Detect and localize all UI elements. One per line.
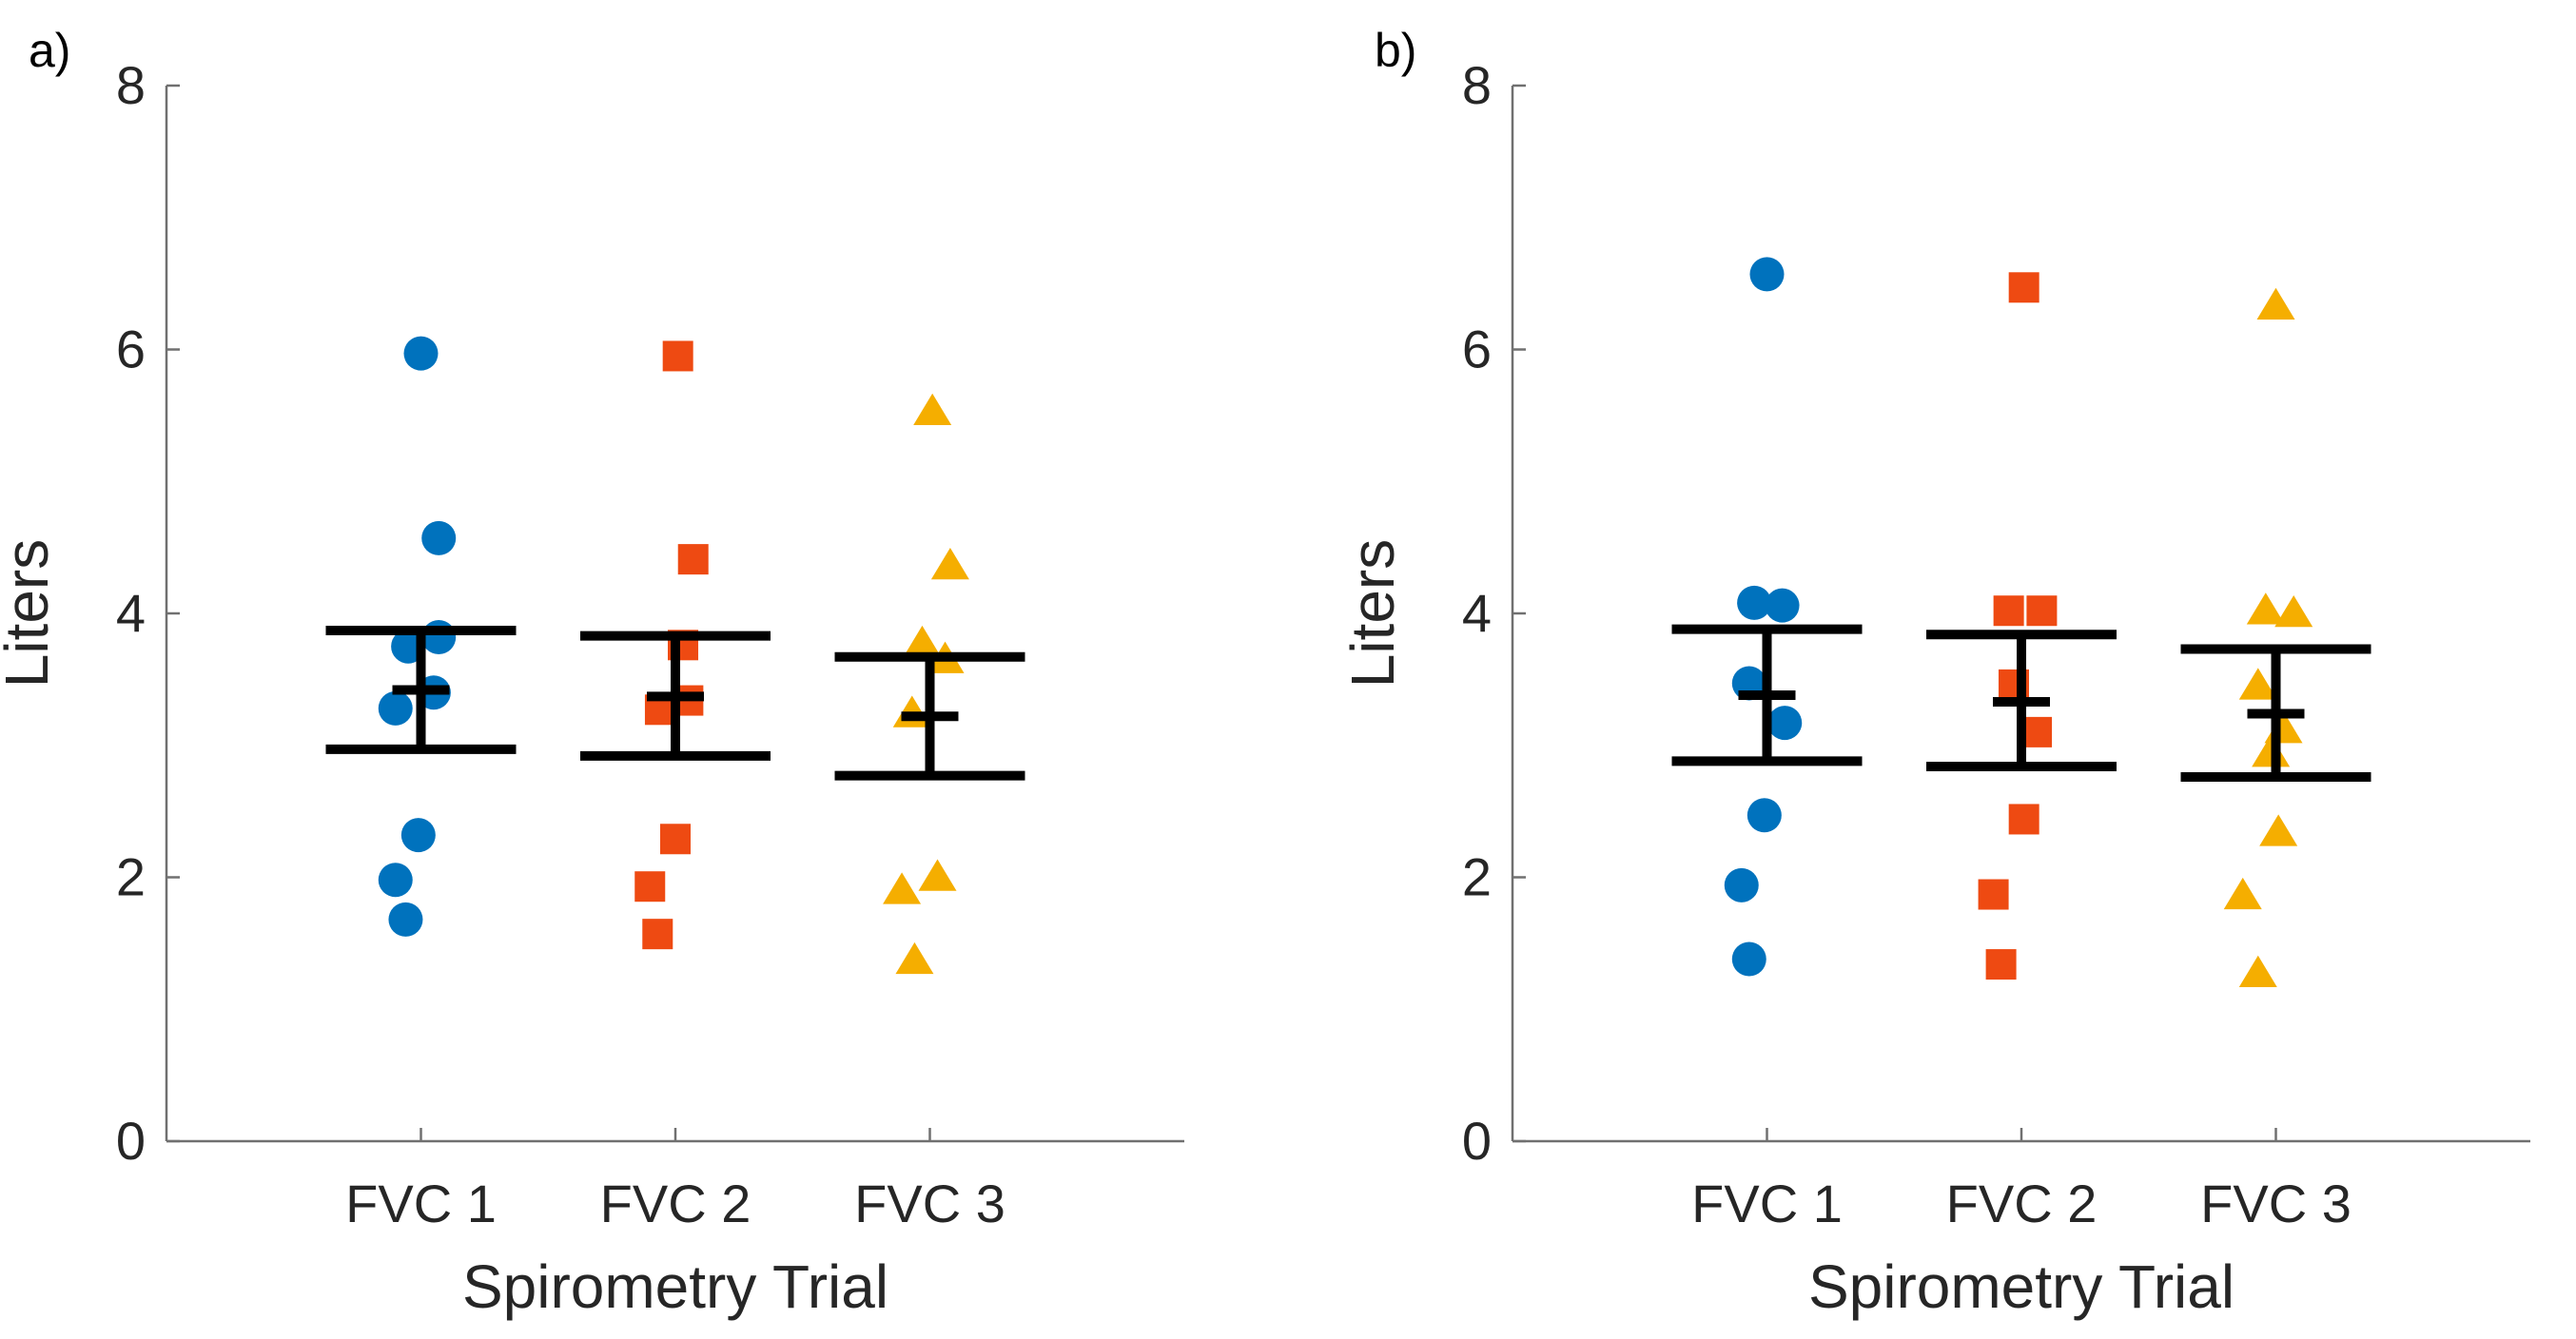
y-tick-label: 0 [1462,1111,1492,1171]
data-point-circle [1724,867,1759,902]
data-point-circle [403,336,439,371]
y-tick-label: 6 [116,320,146,379]
y-tick-label: 8 [1462,55,1492,115]
error-bar-1 [325,626,517,754]
data-point-triangle [2246,592,2285,625]
data-point-circle [1747,798,1782,833]
data-point-triangle [2238,955,2277,988]
y-tick-label: 0 [116,1111,146,1171]
y-tick-label: 4 [1462,583,1492,643]
error-bar-2 [1926,630,2117,771]
data-point-square [662,340,693,372]
chart-panel-b: 0 2 4 6 8 FVC 1 FVC 2 FVC 3 Spirometry Trial Lite… [1338,24,2530,1321]
data-point-square [660,824,691,855]
x-tick-label: FVC 3 [2200,1174,2352,1233]
data-point-circle [378,863,413,898]
data-point-triangle [895,941,934,975]
data-point-triangle [918,859,957,891]
data-point-triangle [883,872,922,904]
y-tick-label: 4 [116,583,146,643]
y-tick-label: 8 [116,55,146,115]
panel-label: b) [1375,24,1416,77]
error-bar-2 [580,631,771,761]
data-point-triangle [930,548,969,580]
x-tick-label: FVC 1 [345,1174,497,1233]
data-point-circle [1767,706,1803,741]
series-2 [634,340,709,950]
data-point-triangle [913,393,952,425]
y-axis-title: Liters [0,539,61,689]
data-point-square [1993,595,2024,627]
data-point-circle [378,690,413,726]
data-point-circle [1731,941,1766,977]
data-point-circle [388,902,423,937]
data-point-square [2021,716,2053,747]
error-bar-1 [1671,624,1863,767]
data-point-triangle [903,625,942,658]
error-bar-3 [2180,644,2371,783]
data-point-triangle [2238,668,2277,700]
data-point-square [642,919,673,950]
x-tick-label: FVC 3 [854,1174,1005,1233]
x-tick-label: FVC 2 [600,1174,751,1233]
data-point-circle [421,520,457,555]
x-tick-label: FVC 1 [1691,1174,1843,1233]
series-3 [2223,287,2313,988]
data-point-circle [421,619,457,654]
data-point-triangle [2274,595,2313,628]
data-point-square [2008,804,2039,835]
x-axis-title: Spirometry Trial [1808,1252,2234,1321]
data-point-circle [1749,257,1785,292]
series-2 [1978,272,2058,980]
data-point-circle [1765,588,1800,623]
data-point-circle [1737,585,1772,620]
data-point-triangle [2223,877,2262,910]
data-point-square [1978,879,2009,910]
data-point-triangle [2259,814,2298,846]
data-point-square [2008,272,2039,303]
y-tick-label: 2 [1462,847,1492,907]
y-axis-title: Liters [1338,539,1407,689]
x-tick-label: FVC 2 [1946,1174,2098,1233]
series-1 [1724,257,1803,977]
error-bar-3 [834,651,1025,781]
data-point-square [1985,949,2017,980]
data-point-triangle [2256,287,2295,320]
data-point-square [2026,595,2058,627]
data-point-circle [400,818,436,853]
chart-panel-a: 0 2 4 6 8 FVC 1 FVC 2 FVC 3 Spirometry Trial Lite… [0,24,1184,1321]
data-point-square [634,871,666,902]
panel-label: a) [29,24,70,77]
y-tick-label: 2 [116,847,146,907]
data-point-square [677,544,709,575]
x-axis-title: Spirometry Trial [462,1252,888,1321]
y-tick-label: 6 [1462,320,1492,379]
